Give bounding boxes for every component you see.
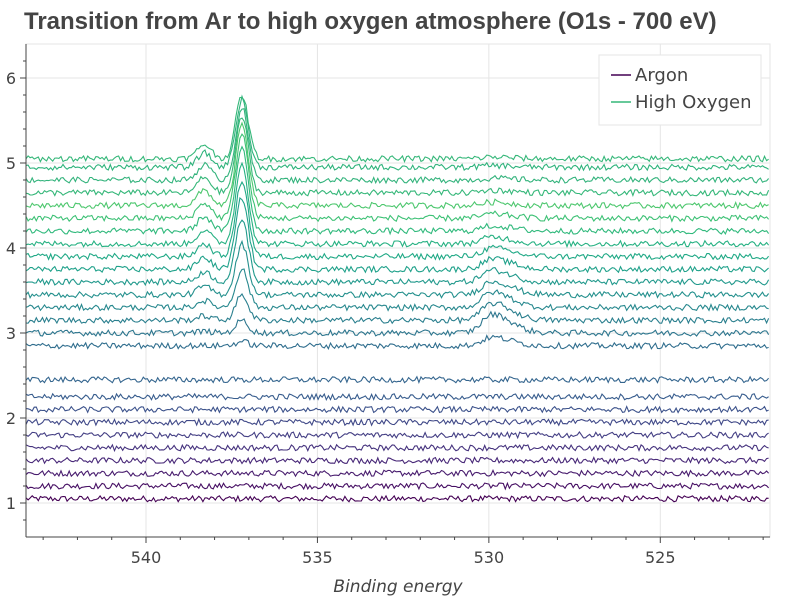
series-line-17 [25, 196, 769, 274]
series-line-4 [25, 456, 769, 465]
y-tick-label: 6 [6, 69, 16, 88]
x-ticks: 540 535 530 525 [42, 537, 764, 567]
series-line-9 [25, 392, 769, 402]
y-tick-label: 5 [6, 154, 16, 173]
series-line-13 [25, 293, 770, 325]
series-line-6 [25, 430, 769, 440]
series-line-21 [25, 133, 770, 223]
x-tick-label: 535 [302, 548, 333, 567]
series-line-5 [25, 443, 769, 453]
series-line-10 [25, 375, 770, 384]
legend-box [598, 54, 762, 126]
y-tick-label: 3 [6, 324, 16, 343]
x-axis-title: Binding energy [333, 577, 463, 597]
series-line-11 [25, 334, 769, 350]
series-line-18 [25, 180, 770, 261]
legend: Argon High Oxygen [598, 54, 762, 126]
axes [25, 44, 770, 538]
legend-label-argon: Argon [635, 65, 688, 86]
series-line-1 [25, 494, 769, 503]
legend-label-high-oxygen: High Oxygen [635, 92, 751, 113]
chart-title: Transition from Ar to high oxygen atmosp… [24, 8, 717, 35]
y-tick-label: 2 [6, 409, 16, 428]
series-line-19 [25, 161, 770, 249]
y-tick-label: 4 [6, 239, 16, 258]
series-line-22 [25, 121, 769, 210]
series-line-15 [25, 239, 770, 299]
series-line-3 [25, 469, 770, 478]
x-tick-label: 540 [131, 548, 162, 567]
series-line-7 [25, 417, 769, 427]
series-line-25 [25, 94, 769, 172]
series-line-24 [25, 108, 770, 185]
series-line-16 [25, 219, 770, 287]
y-ticks: 1 2 3 4 5 6 [6, 60, 26, 521]
series-lines [25, 94, 770, 503]
series-line-23 [25, 117, 770, 197]
series-line-2 [25, 481, 770, 491]
plot-frame [25, 43, 771, 538]
x-tick-label: 530 [474, 548, 505, 567]
series-line-20 [25, 145, 770, 236]
y-tick-label: 1 [6, 494, 16, 513]
series-line-26 [25, 96, 769, 164]
x-tick-label: 525 [645, 548, 676, 567]
series-line-8 [25, 405, 769, 414]
series-line-12 [25, 310, 770, 338]
series-line-14 [25, 268, 769, 312]
